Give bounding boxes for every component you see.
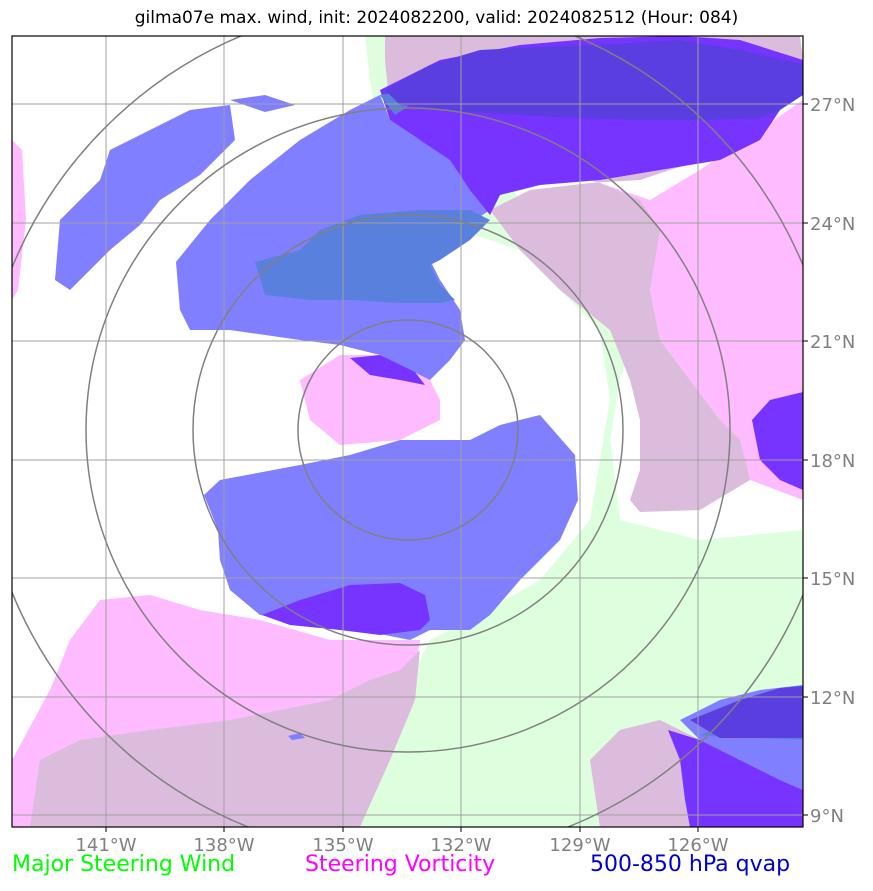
latitude-labels: 27°N 24°N 21°N 18°N 15°N 12°N 9°N <box>810 95 855 827</box>
tick-marks <box>105 103 808 832</box>
lat-lon-grid <box>12 36 803 827</box>
map-title: gilma07e max. wind, init: 2024082200, va… <box>134 8 739 28</box>
lon-label: 141°W <box>75 835 136 856</box>
steering-wind-shading <box>330 36 803 827</box>
legend-qvap: 500-850 hPa qvap <box>590 852 791 877</box>
lon-label: 138°W <box>193 835 254 856</box>
plot-frame <box>11 35 804 828</box>
lat-label: 15°N <box>810 569 855 590</box>
lon-label: 126°W <box>667 835 728 856</box>
lat-label: 27°N <box>810 95 855 116</box>
lat-label: 21°N <box>810 332 855 353</box>
longitude-labels: 141°W 138°W 135°W 132°W 129°W 126°W <box>75 835 728 856</box>
legend-steering-wind: Major Steering Wind <box>12 852 236 877</box>
lat-label: 9°N <box>810 806 844 827</box>
lon-label: 135°W <box>312 835 373 856</box>
lat-label: 12°N <box>810 688 855 709</box>
lat-label: 24°N <box>810 214 855 235</box>
legend-steering-vorticity: Steering Vorticity <box>305 852 496 877</box>
lon-label: 129°W <box>549 835 610 856</box>
lat-label: 18°N <box>810 451 855 472</box>
range-rings <box>12 36 803 827</box>
lon-label: 132°W <box>430 835 491 856</box>
